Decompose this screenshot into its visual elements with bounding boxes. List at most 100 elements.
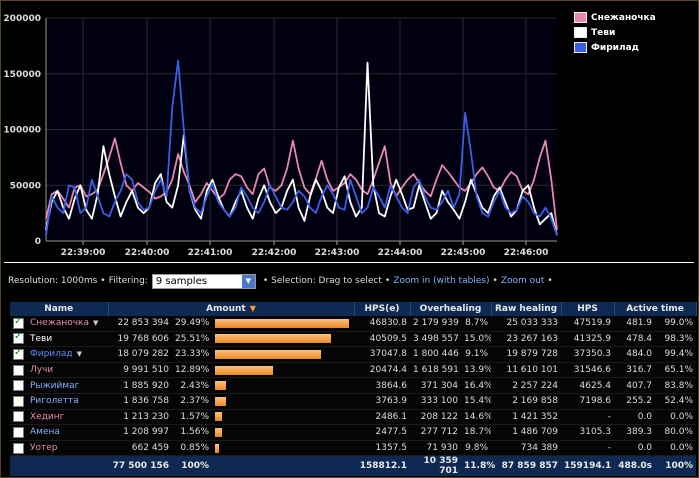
row-checkbox[interactable] — [13, 411, 24, 423]
table-row[interactable]: Рыжиймаг 1 885 920 2.43% 3864.6 371 304 16.4%… — [10, 377, 697, 394]
overhealing-value: 1 800 446 — [410, 346, 461, 363]
row-checkbox[interactable] — [13, 347, 24, 360]
overhealing-percent: 9.8% — [461, 440, 492, 457]
column-header-amount[interactable]: Amount ▼ — [108, 302, 355, 316]
amount-value: 22 853 394 — [108, 316, 172, 332]
player-name[interactable]: Лучи — [30, 365, 54, 376]
table-row[interactable]: Лучи 9 991 510 12.89% 20474.4 1 618 591 13.9%… — [10, 362, 697, 379]
row-checkbox[interactable] — [13, 395, 24, 407]
chevron-down-icon[interactable]: ▼ — [76, 350, 83, 359]
overhealing-value: 1 618 591 — [410, 362, 461, 379]
chart-controls: Resolution: 1000ms • Filtering: 9 sample… — [8, 273, 553, 289]
hpse-value: 40509.5 — [354, 331, 410, 348]
player-name[interactable]: Теви — [30, 333, 53, 344]
hps-value: 4625.4 — [561, 377, 615, 394]
amount-value: 1 208 997 — [108, 424, 172, 441]
hpse-value: 37047.8 — [354, 346, 410, 363]
y-tick-label: 50000 — [10, 181, 41, 191]
amount-percent: 0.85% — [172, 440, 212, 457]
hps-value: 47519.9 — [561, 316, 615, 332]
healing-chart[interactable]: 200000 150000 100000 50000 0 22:39:00 22:40:00… — [0, 0, 699, 262]
table-row[interactable]: Риголетта 1 836 758 2.37% 3763.9 333 100 15.4… — [10, 393, 697, 410]
active-time-value: 484.0 — [614, 346, 656, 363]
player-name[interactable]: Рыжиймаг — [30, 380, 80, 391]
overhealing-value: 71 930 — [410, 440, 461, 457]
column-header-hpse[interactable]: HPS(e) — [354, 302, 411, 316]
hps-value: - — [561, 409, 615, 426]
row-checkbox[interactable] — [13, 442, 24, 454]
table-row[interactable]: Уотер 662 459 0.85% 1357.5 71 930 9.8% 734 389… — [10, 440, 697, 457]
total-percent: 100% — [172, 455, 212, 477]
player-name[interactable]: Хединг — [30, 411, 65, 422]
row-checkbox[interactable] — [13, 331, 24, 345]
y-tick-label: 100000 — [3, 126, 41, 136]
y-tick-label: 0 — [35, 237, 41, 247]
raw-healing-value: 19 879 728 — [491, 346, 562, 363]
player-name[interactable]: Снежаночка — [30, 318, 89, 329]
overhealing-percent: 18.7% — [461, 424, 492, 441]
amount-percent: 1.57% — [172, 409, 212, 426]
selection-text: Selection: Drag to select — [271, 276, 382, 286]
legend-label: Снежаночка — [591, 12, 656, 23]
chevron-down-icon[interactable]: ▼ — [241, 274, 255, 288]
column-header-name[interactable]: Name — [10, 302, 109, 316]
series-line — [45, 61, 558, 236]
amount-value: 1 213 230 — [108, 409, 172, 426]
overhealing-percent: 15.4% — [461, 393, 492, 410]
raw-healing-value: 1 421 352 — [491, 409, 562, 426]
resolution-text: Resolution: 1000ms — [8, 276, 98, 286]
zoom-out-link[interactable]: Zoom out — [500, 276, 545, 286]
player-name[interactable]: Фирилад — [30, 349, 73, 360]
legend-swatch — [574, 12, 587, 23]
amount-percent: 1.56% — [172, 424, 212, 441]
y-tick-label: 150000 — [3, 70, 41, 80]
filtering-select[interactable]: 9 samples ▼ — [151, 273, 256, 289]
row-checkbox[interactable] — [13, 380, 24, 392]
active-time-percent: 99.4% — [655, 346, 697, 363]
active-time-percent: 83.8% — [655, 377, 697, 394]
active-time-percent: 98.3% — [655, 331, 697, 348]
player-name[interactable]: Риголетта — [30, 396, 79, 407]
row-checkbox[interactable] — [13, 316, 24, 329]
amount-bar — [215, 365, 274, 375]
divider — [4, 262, 694, 263]
hps-value: 37350.3 — [561, 346, 615, 363]
chart-canvas[interactable]: 200000 150000 100000 50000 0 22:39:00 22:40:00… — [0, 0, 699, 262]
table-row[interactable]: Амена 1 208 997 1.56% 2477.5 277 712 18.7% 1 4… — [10, 424, 697, 441]
active-time-percent: 99.0% — [655, 316, 697, 332]
amount-bar — [215, 412, 223, 422]
active-time-value: 481.9 — [614, 316, 656, 332]
raw-healing-value: 2 257 224 — [491, 377, 562, 394]
amount-bar — [215, 396, 226, 406]
legend-label: Теви — [591, 27, 616, 38]
totals-row: 77 500 156 100% 158812.1 10 359 701 11.8… — [10, 455, 697, 477]
amount-percent: 2.37% — [172, 393, 212, 410]
column-header-active-time[interactable]: Active time — [614, 302, 697, 316]
zoom-in-link[interactable]: Zoom in (with tables) — [393, 276, 490, 286]
x-tick-label: 22:46:00 — [504, 248, 549, 258]
legend-item: Фирилад — [574, 40, 656, 55]
active-time-percent: 0.0% — [655, 440, 697, 457]
row-checkbox[interactable] — [13, 364, 24, 376]
amount-percent: 23.33% — [172, 346, 212, 363]
column-header-hps[interactable]: HPS — [561, 302, 615, 316]
active-time-value: 389.3 — [614, 424, 656, 441]
player-name[interactable]: Уотер — [30, 443, 58, 454]
amount-value: 19 768 606 — [108, 331, 172, 348]
player-name[interactable]: Амена — [30, 427, 60, 438]
raw-healing-value: 734 389 — [491, 440, 562, 457]
column-header-overhealing[interactable]: Overhealing — [410, 302, 492, 316]
filtering-label: Filtering: — [108, 276, 148, 286]
chevron-down-icon[interactable]: ▼ — [93, 319, 99, 328]
hpse-value: 1357.5 — [354, 440, 410, 457]
column-header-raw-healing[interactable]: Raw healing — [491, 302, 562, 316]
active-time-percent: 65.1% — [655, 362, 697, 379]
table-row[interactable]: Хединг 1 213 230 1.57% 2486.1 208 122 14.6% 1 … — [10, 409, 697, 426]
active-time-percent: 0.0% — [655, 409, 697, 426]
row-checkbox[interactable] — [13, 426, 24, 438]
series-line — [45, 59, 558, 236]
x-tick-label: 22:44:00 — [378, 248, 423, 258]
